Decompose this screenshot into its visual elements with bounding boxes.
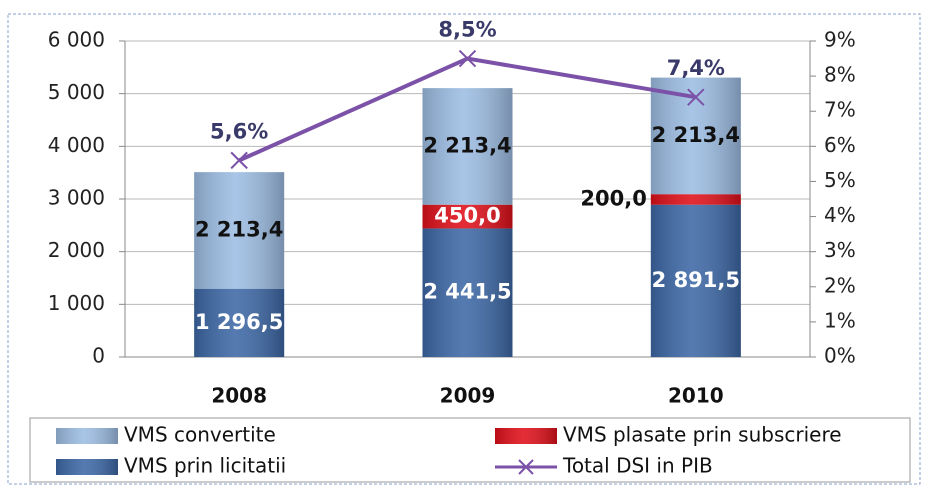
- legend-box: [29, 417, 911, 483]
- y-tick-label: 3 000: [48, 186, 105, 210]
- legend-label: Total DSI in PIB: [562, 454, 713, 478]
- y2-tick-label: 1%: [824, 308, 856, 332]
- data-label: 450,0: [434, 204, 500, 228]
- y-tick-label: 2 000: [48, 238, 105, 262]
- data-label: 5,6%: [210, 119, 268, 143]
- legend-label: VMS convertite: [124, 423, 276, 447]
- data-label: 2 213,4: [195, 217, 283, 241]
- data-label: 7,4%: [667, 56, 725, 80]
- legend-swatch: [518, 459, 534, 475]
- data-label: 8,5%: [438, 18, 496, 42]
- bar-shade: [650, 204, 741, 357]
- data-label: 1 296,5: [195, 310, 283, 334]
- y-tick-label: 0: [92, 344, 105, 368]
- data-label: 2 441,5: [423, 280, 511, 304]
- y2-tick-label: 2%: [824, 273, 856, 297]
- y2-tick-label: 4%: [824, 203, 856, 227]
- data-label: 2 891,5: [652, 268, 740, 292]
- data-label: 200,0: [580, 186, 646, 210]
- y-tick-label: 6 000: [48, 28, 105, 52]
- legend-label: VMS prin licitatii: [124, 454, 286, 478]
- legend-swatch: [56, 459, 118, 475]
- frame: [7, 13, 921, 485]
- legend-swatch: [56, 428, 118, 444]
- y2-tick-label: 9%: [824, 28, 856, 52]
- y2-tick-label: 0%: [824, 344, 856, 368]
- y-tick-label: 5 000: [48, 80, 105, 104]
- bar-shade: [194, 288, 285, 357]
- bar-shade: [422, 228, 513, 357]
- marker: [687, 88, 705, 106]
- y2-tick-label: 7%: [824, 98, 856, 122]
- y2-tick-label: 8%: [824, 63, 856, 87]
- y-tick-label: 4 000: [48, 133, 105, 157]
- y2-tick-label: 3%: [824, 238, 856, 262]
- marker: [458, 49, 477, 68]
- x-tick-label: 2010: [668, 384, 724, 408]
- y-tick-label: 1 000: [48, 291, 105, 315]
- bar-shade: [194, 172, 285, 289]
- y2-tick-label: 5%: [824, 168, 856, 192]
- bar-shade: [422, 204, 513, 229]
- legend-label: VMS plasate prin subscriere: [563, 423, 842, 447]
- data-label: 2 213,4: [652, 123, 740, 147]
- bar-shade: [650, 194, 741, 205]
- x-tick-label: 2009: [440, 384, 496, 408]
- y2-tick-label: 6%: [824, 133, 856, 157]
- marker: [230, 151, 248, 170]
- legend-swatch: [495, 428, 557, 444]
- x-tick-label: 2008: [211, 384, 267, 408]
- bar-shade: [422, 88, 513, 205]
- data-label: 2 213,4: [423, 133, 511, 157]
